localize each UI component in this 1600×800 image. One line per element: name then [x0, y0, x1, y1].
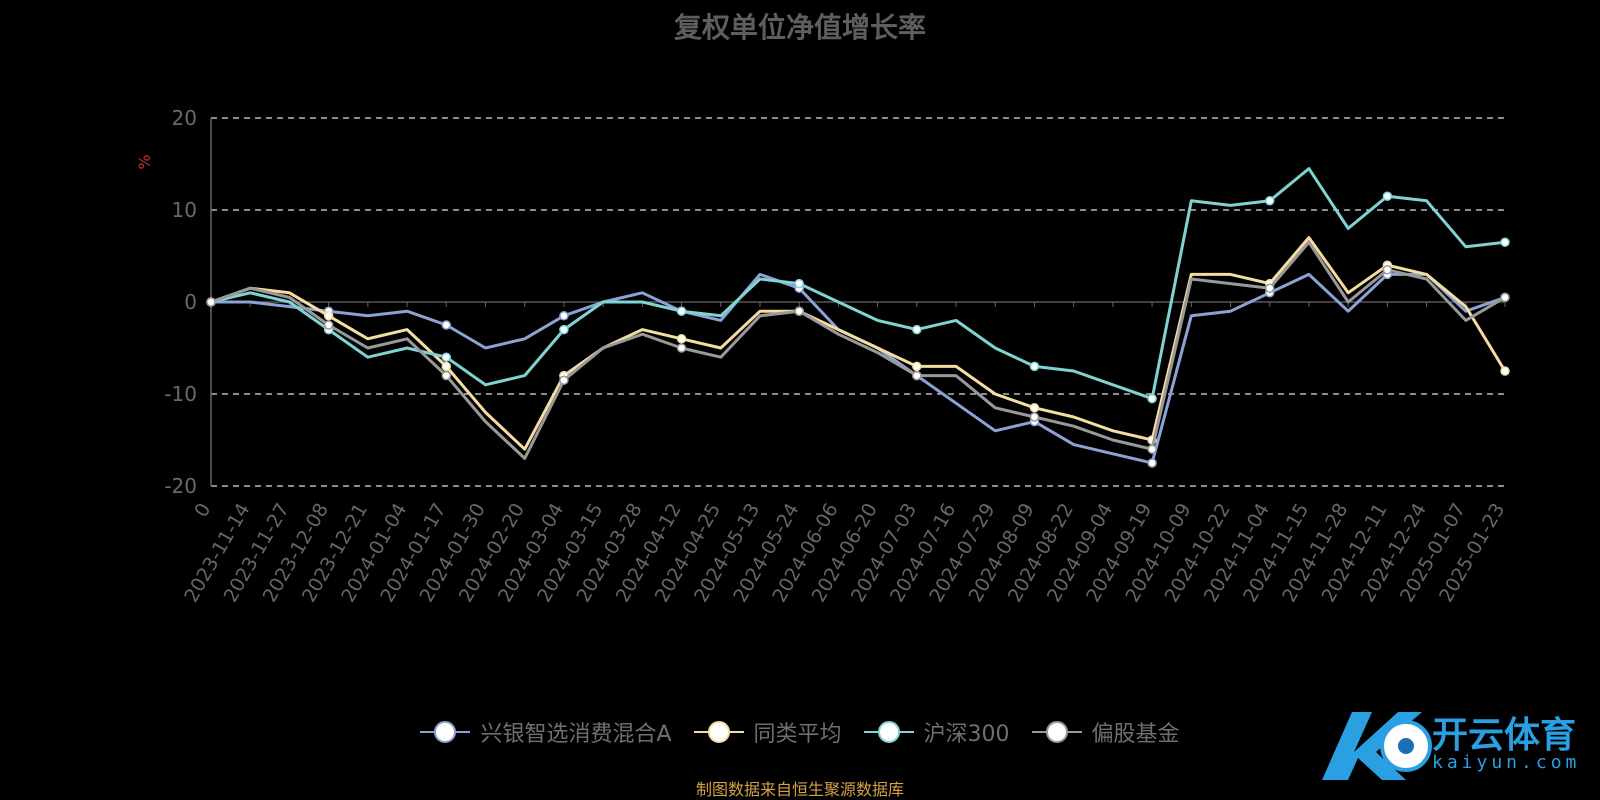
chart-title: 复权单位净值增长率 [673, 11, 926, 44]
chart-legend: 兴银智选消费混合A 同类平均 沪深300 偏股基金 [0, 716, 1600, 748]
data-point [1147, 458, 1157, 468]
data-point [1382, 265, 1393, 275]
data-source-note: 制图数据来自恒生聚源数据库 [695, 780, 904, 799]
data-point [441, 352, 452, 362]
data-point [441, 361, 452, 372]
series-layer [206, 167, 1510, 468]
data-point [1029, 361, 1040, 372]
data-point [1264, 196, 1275, 206]
grid-layer [211, 117, 1505, 487]
data-point [912, 324, 922, 335]
legend-label: 偏股基金 [1091, 722, 1180, 747]
data-point [323, 320, 334, 330]
data-point [794, 278, 804, 289]
data-point [1500, 292, 1510, 303]
data-point [441, 320, 452, 330]
data-point [1147, 444, 1157, 454]
data-point [323, 311, 334, 321]
data-point [559, 311, 569, 321]
legend-label: 兴银智选消费混合A [480, 722, 672, 747]
legend-marker-icon [863, 721, 914, 743]
data-point [676, 343, 687, 353]
legend-marker-icon [1031, 721, 1082, 743]
legend-item[interactable]: 同类平均 [693, 716, 842, 748]
legend-item[interactable]: 偏股基金 [1031, 716, 1180, 748]
data-point [1147, 393, 1157, 404]
data-point [912, 370, 922, 381]
y-tick-label: 10 [172, 198, 197, 222]
data-point [794, 306, 804, 316]
legend-item[interactable]: 沪深300 [863, 716, 1010, 748]
data-point [206, 297, 216, 307]
data-point [1029, 412, 1040, 422]
legend-label: 沪深300 [923, 722, 1010, 747]
series-line [210, 240, 1506, 460]
legend-item[interactable]: 兴银智选消费混合A [420, 716, 672, 748]
y-tick-label: -10 [164, 382, 197, 406]
x-tick-label: 0 [190, 500, 215, 521]
data-point [1264, 283, 1275, 293]
logo-subtext: kaiyun.com [1432, 752, 1581, 773]
y-tick-label: 0 [184, 290, 197, 314]
legend-marker-icon [693, 721, 744, 743]
data-point [912, 361, 922, 372]
series-line [210, 236, 1507, 451]
legend-label: 同类平均 [753, 722, 842, 747]
data-point [1500, 237, 1510, 247]
kaiyun-logo-icon [1322, 712, 1432, 780]
y-tick-label: 20 [172, 106, 197, 130]
logo-text: 开云体育 [1432, 715, 1577, 756]
y-axis-label: % [135, 154, 154, 169]
y-tick-label: -20 [164, 474, 197, 498]
data-point [676, 306, 687, 316]
data-point [1500, 366, 1510, 376]
data-point [1029, 403, 1040, 413]
series-line [210, 167, 1506, 401]
data-point [676, 334, 687, 344]
line-chart: -20-100102002023-11-142023-11-272023-12-… [135, 106, 1510, 606]
data-point [1382, 191, 1393, 201]
legend-marker-icon [420, 721, 471, 743]
data-point [559, 324, 569, 335]
data-point [441, 370, 452, 381]
data-point [559, 375, 569, 385]
